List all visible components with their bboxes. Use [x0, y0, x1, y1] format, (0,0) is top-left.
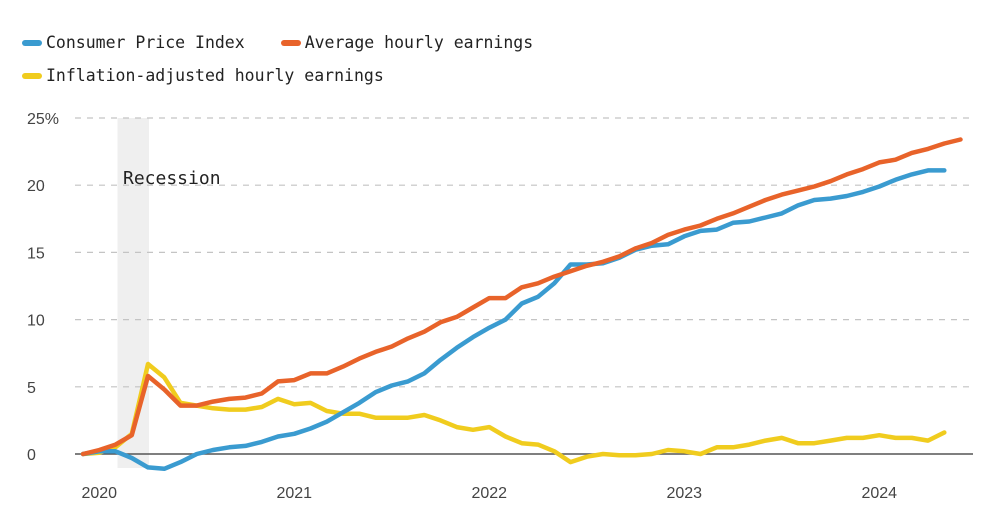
- legend-item-real-earnings: Inflation-adjusted hourly earnings: [22, 66, 384, 85]
- y-tick-label: 15: [27, 245, 45, 262]
- x-tick-label: 2022: [471, 485, 507, 502]
- x-tick-label: 2023: [666, 485, 702, 502]
- y-tick-label: 25%: [27, 111, 59, 128]
- legend-swatch-cpi: [22, 39, 42, 46]
- x-tick-label: 2020: [81, 485, 117, 502]
- x-tick-label: 2024: [861, 485, 897, 502]
- legend-label-real-earnings: Inflation-adjusted hourly earnings: [46, 66, 384, 85]
- series-line-0: [80, 168, 947, 472]
- series-line-1: [80, 137, 963, 457]
- legend-label-earnings: Average hourly earnings: [304, 33, 534, 52]
- y-tick-label: 0: [27, 447, 36, 464]
- legend-item-cpi: Consumer Price Index: [22, 33, 245, 52]
- y-tick-label: 20: [27, 178, 45, 195]
- legend-swatch-earnings: [280, 39, 301, 46]
- legend-label-cpi: Consumer Price Index: [46, 33, 245, 52]
- recession-label: Recession: [123, 168, 221, 189]
- legend: Consumer Price Index Average hourly earn…: [22, 26, 569, 92]
- y-tick-label: 10: [27, 313, 45, 330]
- legend-swatch-real-earnings: [22, 72, 42, 79]
- recession-shading: [117, 118, 149, 468]
- x-tick-label: 2021: [276, 485, 312, 502]
- series-line-2: [80, 361, 947, 465]
- legend-item-earnings: Average hourly earnings: [280, 33, 534, 52]
- y-tick-label: 5: [27, 380, 36, 397]
